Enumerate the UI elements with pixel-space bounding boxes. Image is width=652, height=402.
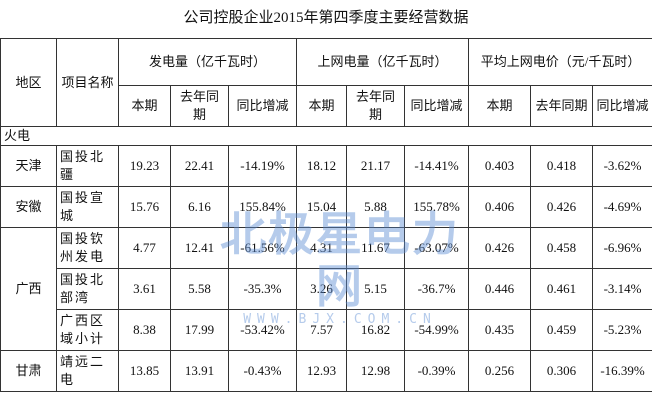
value-cell: 7.57 xyxy=(296,309,348,351)
header-row: 地区 项目名称 发电量（亿千瓦时） 上网电量（亿千瓦时） 平均上网电价（元/千瓦时） xyxy=(0,38,652,127)
header-item: 项目名称 xyxy=(56,38,119,127)
value-cell: 17.99 xyxy=(170,309,229,351)
value-cell: -16.39% xyxy=(592,350,652,392)
value-cell: 0.435 xyxy=(468,309,532,351)
header-sub: 本期 xyxy=(468,85,532,127)
value-cell: -4.69% xyxy=(592,186,652,228)
section-label: 火电 xyxy=(0,126,652,146)
value-cell: 12.98 xyxy=(346,350,406,392)
data-row: 广西区域小计 8.38 17.99 -53.42% 7.57 16.82 -54.99% 0.… xyxy=(1,309,652,351)
value-cell: 0.426 xyxy=(530,186,594,228)
value-cell: 15.04 xyxy=(296,186,348,228)
header-group: 发电量（亿千瓦时） xyxy=(117,38,298,86)
value-cell: 15.76 xyxy=(118,186,171,228)
value-cell: -61.56% xyxy=(227,227,298,269)
value-cell: 13.85 xyxy=(118,350,171,392)
header-sub: 同比增减 xyxy=(592,85,652,127)
value-cell: 0.446 xyxy=(468,268,532,310)
value-cell: 0.418 xyxy=(530,145,594,187)
header-sub: 本期 xyxy=(118,85,171,127)
value-cell: -0.39% xyxy=(404,350,470,392)
value-cell: -3.62% xyxy=(592,145,652,187)
item-name: 广西区域小计 xyxy=(56,309,119,351)
value-cell: 6.16 xyxy=(170,186,229,228)
region: 广西 xyxy=(0,227,57,351)
value-cell: 12.41 xyxy=(170,227,229,269)
item-name: 国投宣城 xyxy=(56,186,119,228)
value-cell: -63.07% xyxy=(404,227,470,269)
value-cell: 4.77 xyxy=(118,227,171,269)
data-row: 天津 国投北疆 19.23 22.41 -14.19% 18.12 21.17 -14.41%… xyxy=(0,145,652,187)
value-cell: 22.41 xyxy=(170,145,229,187)
value-cell: 0.406 xyxy=(468,186,532,228)
value-cell: 5.15 xyxy=(346,268,406,310)
value-cell: 0.256 xyxy=(468,350,532,392)
value-cell: 5.58 xyxy=(170,268,229,310)
region: 甘肃 xyxy=(0,350,57,392)
header-sub: 同比增减 xyxy=(404,85,470,127)
value-cell: 12.93 xyxy=(296,350,348,392)
value-cell: -54.99% xyxy=(404,309,470,351)
value-cell: 16.82 xyxy=(346,309,406,351)
value-cell: -0.43% xyxy=(227,350,298,392)
data-row: 甘肃 靖远二电 13.85 13.91 -0.43% 12.93 12.98 -0.39% 0.… xyxy=(0,350,652,392)
data-row: 国投北部湾 3.61 5.58 -35.3% 3.26 5.15 -36.7% 0.446 0.… xyxy=(1,268,652,310)
item-name: 靖远二电 xyxy=(56,350,119,392)
value-cell: 8.38 xyxy=(118,309,171,351)
value-cell: -36.7% xyxy=(404,268,470,310)
data-row: 安徽 国投宣城 15.76 6.16 155.84% 15.04 5.88 155.78% 0.… xyxy=(0,186,652,228)
value-cell: 3.26 xyxy=(296,268,348,310)
value-cell: 0.306 xyxy=(530,350,594,392)
value-cell: 155.84% xyxy=(227,186,298,228)
value-cell: 155.78% xyxy=(404,186,470,228)
value-cell: 0.403 xyxy=(468,145,532,187)
value-cell: 0.461 xyxy=(530,268,594,310)
value-cell: 19.23 xyxy=(118,145,171,187)
region: 安徽 xyxy=(0,186,57,228)
header-group: 平均上网电价（元/千瓦时） xyxy=(468,38,652,86)
header-sub: 去年同期 xyxy=(170,85,229,127)
header-group: 上网电量（亿千瓦时） xyxy=(296,38,470,86)
header-region: 地区 xyxy=(0,38,57,127)
value-cell: 0.458 xyxy=(530,227,594,269)
value-cell: 21.17 xyxy=(346,145,406,187)
item-name: 国投北疆 xyxy=(56,145,119,187)
item-name: 国投钦州发电 xyxy=(56,227,119,269)
value-cell: -14.19% xyxy=(227,145,298,187)
value-cell: -6.96% xyxy=(592,227,652,269)
region: 天津 xyxy=(0,145,57,187)
item-name: 国投北部湾 xyxy=(56,268,119,310)
value-cell: -5.23% xyxy=(592,309,652,351)
value-cell: -14.41% xyxy=(404,145,470,187)
value-cell: 18.12 xyxy=(296,145,348,187)
section-row: 火电 xyxy=(0,126,652,146)
value-cell: 13.91 xyxy=(170,350,229,392)
value-cell: -3.14% xyxy=(592,268,652,310)
data-row: 广西 国投钦州发电 4.77 12.41 -61.56% 4.31 11.67 -63.07%… xyxy=(0,227,652,351)
value-cell: 11.67 xyxy=(346,227,406,269)
data-table: 地区 项目名称 发电量（亿千瓦时） 上网电量（亿千瓦时） 平均上网电价（元/千瓦时） 本期… xyxy=(0,38,652,392)
value-cell: 3.61 xyxy=(118,268,171,310)
header-sub: 去年同期 xyxy=(530,85,594,127)
value-cell: -35.3% xyxy=(227,268,298,310)
subheader-row: 本期 去年同期 同比增减 本期 去年同期 同比增减 本期 去年同期 同比增减 xyxy=(1,85,652,127)
value-cell: 4.31 xyxy=(296,227,348,269)
table-title: 公司控股企业2015年第四季度主要经营数据 xyxy=(183,10,469,26)
value-cell: -53.42% xyxy=(227,309,298,351)
header-sub: 去年同期 xyxy=(346,85,406,127)
value-cell: 0.426 xyxy=(468,227,532,269)
value-cell: 5.88 xyxy=(346,186,406,228)
header-sub: 本期 xyxy=(296,85,348,127)
header-sub: 同比增减 xyxy=(227,85,298,127)
value-cell: 0.459 xyxy=(530,309,594,351)
